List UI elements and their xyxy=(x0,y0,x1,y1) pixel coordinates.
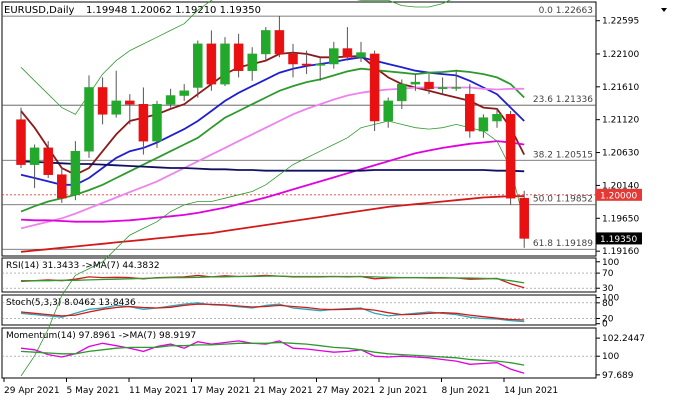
bb-lower-line xyxy=(20,120,525,377)
candle-body xyxy=(397,83,407,102)
candle-body xyxy=(179,90,189,96)
main-plot-frame xyxy=(1,1,597,257)
price-tag-label: 1.19350 xyxy=(600,235,637,245)
panel-tick-label: 20 xyxy=(602,314,614,324)
candle-body xyxy=(57,174,67,199)
date-tick-label: 11 May 2021 xyxy=(129,386,188,396)
candle-body xyxy=(329,48,339,65)
candle-body xyxy=(43,147,53,175)
candle-body xyxy=(356,52,366,58)
candle-body xyxy=(369,53,380,122)
panel-tick-label: 70 xyxy=(602,269,614,279)
panel-tick-label: 0 xyxy=(602,320,608,330)
date-tick-label: 29 Apr 2021 xyxy=(4,386,60,396)
momentum-panel-label: Momentum(14) 97.8961 ->MA(7) 98.9197 xyxy=(6,331,196,341)
panel-tick-label: 100 xyxy=(602,258,619,268)
candle-body xyxy=(138,103,149,142)
panel-tick-label: 100 xyxy=(602,352,619,362)
panel-tick-label: 80 xyxy=(602,299,614,309)
candle-body xyxy=(288,53,298,65)
rsi-series-line xyxy=(21,275,525,284)
candle-body xyxy=(125,100,135,105)
candle-body xyxy=(29,147,40,165)
candle-body xyxy=(315,63,325,66)
candle-body xyxy=(478,117,489,132)
ma-red-line xyxy=(20,195,525,253)
candle-body xyxy=(165,95,176,105)
panel-tick-label: 102.2447 xyxy=(602,334,645,344)
date-tick-label: 5 May 2021 xyxy=(67,386,120,396)
ma-navy-line xyxy=(20,160,525,173)
candle-body xyxy=(383,100,393,122)
date-tick-label: 17 May 2021 xyxy=(192,386,251,396)
momentum-series-line xyxy=(20,341,525,366)
ohlc-readout: 1.19948 1.20062 1.19210 1.19350 xyxy=(86,5,261,16)
date-tick-label: 8 Jun 2021 xyxy=(442,386,490,396)
candle-body xyxy=(465,93,475,132)
candle-body xyxy=(97,87,108,115)
candle-body xyxy=(233,43,244,71)
price-tag xyxy=(596,188,642,201)
scroll-marker-icon xyxy=(661,8,667,12)
bb-upper-line xyxy=(20,0,451,115)
fibo-label: 38.2 1.20515 xyxy=(533,150,593,160)
candle-body xyxy=(84,87,94,152)
price-tick-label: 1.22595 xyxy=(602,17,639,27)
candle-body xyxy=(193,43,203,88)
ma-brown-line xyxy=(20,51,526,176)
date-tick-label: 2 Jun 2021 xyxy=(379,386,427,396)
candle-body xyxy=(301,63,312,66)
panel-tick-label: 30 xyxy=(602,284,614,294)
price-tag-label: 1.20000 xyxy=(600,191,637,201)
stoch-panel-label: Stoch(5,3,3) 8.0462 13.8436 xyxy=(6,298,136,308)
panel-tick-label: 100 xyxy=(602,294,619,304)
date-tick-label: 14 Jun 2021 xyxy=(504,386,558,396)
panel-frame-momentum xyxy=(1,327,597,379)
candle-body xyxy=(437,87,448,90)
rsi-panel-label: RSI(14) 31.3433 ->MA(7) 44.3832 xyxy=(6,261,160,271)
candle-body xyxy=(261,30,271,55)
fibo-label: 0.0 1.22663 xyxy=(539,6,593,16)
symbol-label: EURUSD,Daily xyxy=(4,5,75,16)
ma-magenta-line xyxy=(20,140,525,223)
candle-body xyxy=(505,114,516,199)
candle-body xyxy=(206,43,217,85)
panel-frame-rsi xyxy=(1,257,597,293)
candle-body xyxy=(410,81,421,85)
candle-body xyxy=(274,30,285,55)
date-tick-label: 27 May 2021 xyxy=(317,386,376,396)
candle-body xyxy=(16,119,26,165)
price-tag xyxy=(596,232,642,245)
candle-body xyxy=(492,114,502,122)
ma-green-line xyxy=(20,67,525,213)
date-tick-label: 21 May 2021 xyxy=(254,386,313,396)
price-tick-label: 1.21610 xyxy=(602,83,639,93)
fibo-label: 61.8 1.19189 xyxy=(533,239,593,249)
candle-body xyxy=(451,87,461,89)
candle-body xyxy=(70,150,81,196)
candle-body xyxy=(220,43,230,85)
panel-tick-label: 97.689 xyxy=(602,371,634,381)
candle-body xyxy=(519,197,529,239)
candle-body xyxy=(342,48,353,58)
stoch-series-line xyxy=(20,303,525,321)
candle-body xyxy=(111,100,121,115)
price-tick-label: 1.22100 xyxy=(602,50,639,60)
price-tick-label: 1.19160 xyxy=(602,247,639,257)
fibo-label: 50.0 1.19852 xyxy=(533,195,593,205)
candle-body xyxy=(247,53,257,71)
candle-body xyxy=(424,81,434,90)
ma-blue-line xyxy=(20,56,525,186)
price-tick-label: 1.19650 xyxy=(602,214,639,224)
candle-body xyxy=(152,103,162,142)
fibo-label: 23.6 1.21336 xyxy=(533,95,593,105)
price-tick-label: 1.20630 xyxy=(602,149,639,159)
price-tick-label: 1.20140 xyxy=(602,181,639,191)
price-tick-label: 1.21120 xyxy=(602,116,639,126)
